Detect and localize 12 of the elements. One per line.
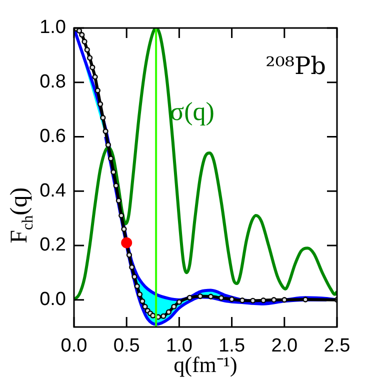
annotation: ²⁰⁸Pb (266, 52, 326, 80)
x-tick-label: 0.0 (60, 336, 88, 357)
y-tick-label: 0.2 (40, 234, 66, 256)
x-tick-label: 0.5 (113, 336, 140, 357)
y-tick-label: 0.6 (40, 126, 66, 147)
y-tick-label: 0.8 (40, 72, 66, 93)
y-tick-label: 1.0 (40, 17, 66, 38)
y-tick-label: 0.0 (40, 289, 66, 310)
x-tick-label: 2.5 (324, 336, 350, 357)
x-tick-label: 2.0 (271, 336, 298, 357)
series-label: σ(q) (170, 96, 214, 126)
y-tick-label: 0.4 (40, 180, 66, 202)
